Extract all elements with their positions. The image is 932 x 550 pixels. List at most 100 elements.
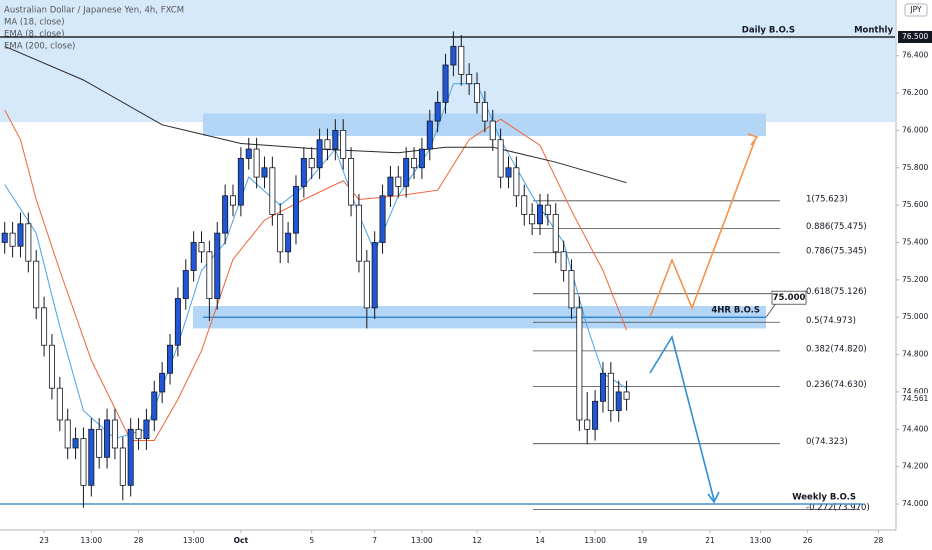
bos-label: 4HR B.O.S [711,306,760,316]
candle-body [316,139,323,169]
arrow-head [707,491,720,504]
candle-body [403,158,410,187]
bullish-projection-arrow [649,139,756,318]
axes: 74.000 74.200 74.400 74.600 74.800 75.000 75.2… [39,30,932,545]
candle-body [111,419,118,449]
candle-body [9,232,16,247]
candle-body [560,251,567,271]
candles [1,31,630,508]
candle-body [395,176,402,187]
legend-entry: EMA (200, close) [4,42,75,52]
candle-body [340,129,347,159]
fib-level-label: 0(74.323) [806,437,848,447]
candle-body [568,270,575,309]
zone [0,0,895,122]
x-tick-label: 28 [134,536,144,545]
candle-body [552,214,559,253]
y-tick-label: 76.400 [902,51,928,60]
candle-body [599,372,606,402]
candle-body [544,204,551,215]
candle-body [159,372,166,393]
candle-body [450,45,457,66]
y-tick-label: 75.400 [902,237,928,246]
candle-body [418,148,425,169]
candle-body [592,400,599,430]
x-tick-label: 26 [803,536,813,545]
candle-body [458,45,465,75]
indicator-line [4,45,627,184]
time-axis [0,530,896,550]
levels: 1(75.623) 0.886(75.475) 0.786(75.345) 0.618… [0,25,895,513]
candle-body [198,242,205,253]
price-axis [896,0,932,550]
y-tick-label: 75.000 [902,312,928,321]
candle-body [229,195,236,206]
x-tick-label: 7 [372,536,377,545]
candle-body [324,139,331,150]
fib-level-label: 1(75.623) [806,194,848,204]
bearish-projection-arrow [649,334,715,501]
x-tick-label: 12 [472,536,482,545]
y-tick-label: 75.200 [902,275,928,284]
x-tick-label: 13:00 [411,536,433,545]
bos-label: Daily B.O.S [742,25,795,35]
candle-body [167,344,174,374]
candle-body [355,204,362,262]
candle-body [151,391,158,421]
indicator-line [4,83,627,440]
daily-bos-price-box [898,30,932,43]
candle-body [300,158,307,187]
candle-body [584,419,591,430]
candle-body [332,129,339,150]
fib-level-label: 0.618(75.126) [806,287,867,297]
y-tick-label: 76.000 [902,125,928,134]
candle-body [143,419,150,440]
last-price: 74.561 [902,394,928,403]
y-tick-label: 75.800 [902,163,928,172]
candle-body [48,344,55,389]
x-tick-label: Oct [234,536,249,545]
x-tick-label: 21 [705,536,715,545]
candle-body [426,120,433,150]
candle-body [214,232,221,299]
candle-body [17,223,24,247]
candle-body [466,73,473,85]
y-tick-label: 74.400 [902,424,928,433]
zones [0,0,895,329]
candle-body [615,391,622,412]
candle-body [25,223,32,262]
candle-body [474,83,481,103]
legend-entry: EMA (8, close) [4,30,65,40]
fib-level-label: 0.886(75.475) [806,222,867,232]
chart-title: Australian Dollar / Japanese Yen, 4h, FX… [4,6,184,16]
last-price-box [898,393,932,406]
candle-body [80,438,87,486]
candle-body [33,260,40,309]
legend-entry: MA (18, close) [4,18,65,28]
y-tick-label: 74.200 [902,462,928,471]
candle-body [489,120,496,141]
candle-body [135,428,142,440]
x-tick-label: 13:00 [183,536,205,545]
currency-badge[interactable] [904,3,928,17]
candle-body [387,176,394,197]
candle-body [481,101,488,122]
candle-body [505,167,512,178]
candle-body [96,428,103,458]
fib-level-label: 0.382(74.820) [806,344,867,354]
y-tick-label: 74.800 [902,350,928,359]
indicator-line [4,109,628,441]
candle-body [434,101,441,122]
candle-body [222,195,229,234]
candle-body [576,307,583,421]
currency-label: JPY [909,5,922,14]
x-tick-label: 19 [638,536,648,545]
fib-level-label: 0.236(74.630) [806,380,867,390]
fib-level-label: 0.786(75.345) [806,246,867,256]
candle-body [292,186,299,234]
candle-body [497,139,504,178]
candle-body [411,158,418,169]
candle-body [245,148,252,159]
candle-body [206,251,213,299]
candle-body [308,158,315,169]
